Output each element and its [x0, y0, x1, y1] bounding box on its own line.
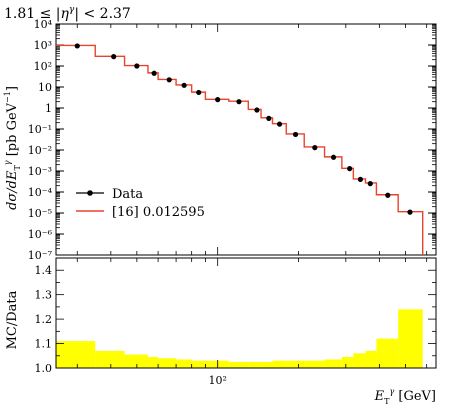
data-point [407, 209, 413, 215]
ratio-band-bin [398, 309, 423, 368]
ratio-band-bin [304, 360, 325, 368]
main-y-tick-label: 1 [45, 102, 52, 115]
x-axis-label: ETγ [GeV] [374, 387, 436, 406]
main-y-tick-label: 10⁻⁷ [28, 249, 53, 262]
data-point [166, 77, 172, 83]
ratio-y-tick-label: 1.1 [35, 338, 53, 351]
ratio-band-bin [205, 360, 229, 368]
data-point [312, 145, 318, 151]
ratio-y-tick-label: 1.0 [35, 362, 53, 375]
main-y-tick-label: 10⁻⁶ [28, 228, 53, 241]
data-point [330, 154, 337, 160]
ratio-band-bin [147, 357, 159, 368]
data-point [266, 115, 272, 121]
data-point [236, 99, 242, 105]
ratio-band-bin [376, 338, 399, 368]
legend-data-marker [87, 190, 93, 196]
data-point [111, 54, 117, 60]
main-y-tick-label: 10⁻³ [28, 165, 52, 178]
ratio-y-axis-label: MC/Data [5, 290, 20, 349]
data-point [151, 70, 157, 76]
ratio-panel: 10² 1.0 1.1 1.2 1.3 1.4 [35, 257, 437, 387]
main-y-axis-label: dσ/dETγ [pb GeV−1] [3, 86, 22, 210]
main-y-tick-label: 10⁻⁴ [28, 186, 53, 199]
ratio-band-bin [56, 341, 96, 368]
data-point [276, 121, 283, 127]
main-panel-frame [55, 23, 437, 256]
main-y-tick-label: 10⁻⁵ [28, 207, 52, 220]
ratio-band-bin [228, 361, 249, 368]
data-point [181, 82, 187, 88]
data-point [74, 43, 80, 49]
data-point [215, 97, 221, 103]
data-point [292, 131, 299, 138]
data-point [134, 63, 140, 69]
ratio-band-bin [124, 354, 148, 368]
ratio-y-tick-label: 1.3 [35, 289, 53, 302]
data-point [367, 181, 373, 187]
ratio-y-tick-label: 1.4 [35, 264, 53, 277]
data-point [357, 176, 364, 182]
legend-entry-mc: [16] 0.012595 [112, 205, 205, 220]
data-point [385, 192, 391, 198]
ratio-band-bin [158, 358, 177, 368]
ratio-band-bin [353, 353, 366, 368]
data-point [196, 89, 202, 96]
x-tick-label: 10² [208, 374, 226, 387]
ratio-y-tick-label: 1.2 [35, 313, 53, 326]
main-y-tick-label: 10⁻² [28, 144, 52, 157]
main-y-tick-label: 10³ [34, 39, 52, 52]
ratio-panel-frame [55, 257, 437, 369]
data-point [347, 166, 353, 172]
legend: Data [16] 0.012595 [76, 187, 205, 220]
data-point [254, 107, 260, 113]
ratio-band-bin [261, 361, 273, 368]
main-y-tick-label: 10 [38, 81, 52, 94]
ratio-band-bin [272, 360, 287, 368]
main-y-tick-label: 10⁻¹ [28, 123, 52, 136]
main-panel: 10⁻⁷ 10⁻⁶ 10⁻⁵ 10⁻⁴ 10⁻³ 10⁻² 10⁻¹ 1 10 10² 10³ 10⁴ [28, 18, 437, 262]
ratio-band-bin [365, 350, 377, 368]
ratio-band-bin [191, 360, 206, 368]
main-y-tick-label: 10² [34, 60, 52, 73]
ratio-band-bin [286, 360, 305, 368]
chart-title: 1.81 ≤ |ηγ| < 2.37 [4, 5, 131, 22]
legend-entry-data: Data [112, 187, 143, 202]
main-y-tick-label: 10⁴ [34, 18, 53, 31]
mc-histogram-line [56, 44, 424, 255]
ratio-band-bin [324, 359, 342, 368]
ratio-band-bin [341, 357, 354, 368]
ratio-band-bin [95, 350, 125, 368]
ratio-band-bin [176, 359, 192, 368]
ratio-band-bin [248, 361, 262, 368]
